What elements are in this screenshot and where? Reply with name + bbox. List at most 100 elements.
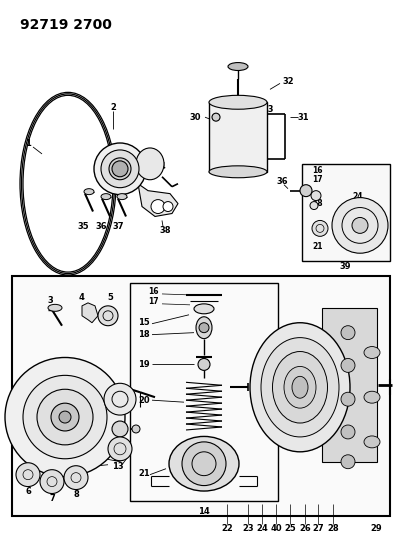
Text: 22: 22 (221, 524, 232, 533)
Text: 34: 34 (154, 163, 165, 171)
Ellipse shape (94, 143, 146, 195)
Bar (301, 164, 389, 261)
Text: 21: 21 (138, 469, 150, 478)
Ellipse shape (209, 95, 266, 109)
Text: 17: 17 (148, 297, 158, 306)
Text: 14: 14 (198, 507, 209, 516)
Text: 17: 17 (311, 175, 322, 184)
Text: 31: 31 (296, 112, 308, 122)
Text: 33: 33 (261, 104, 273, 114)
Circle shape (310, 191, 320, 200)
Ellipse shape (211, 113, 219, 121)
Text: 19: 19 (138, 360, 149, 369)
Circle shape (351, 217, 367, 233)
Text: 26: 26 (346, 242, 356, 251)
Ellipse shape (363, 391, 379, 403)
Text: 16: 16 (311, 166, 322, 175)
Text: 29: 29 (369, 524, 381, 533)
Ellipse shape (117, 193, 127, 199)
Circle shape (340, 455, 354, 469)
Circle shape (331, 198, 387, 253)
Circle shape (299, 185, 311, 197)
Circle shape (311, 221, 327, 236)
Text: 20: 20 (138, 395, 149, 405)
Ellipse shape (363, 436, 379, 448)
Text: 9: 9 (62, 466, 68, 475)
Circle shape (340, 359, 354, 373)
Text: 6: 6 (25, 487, 31, 496)
Text: 27: 27 (312, 524, 323, 533)
Circle shape (340, 326, 354, 340)
Text: 5: 5 (107, 293, 113, 302)
Ellipse shape (194, 304, 213, 314)
Text: 36: 36 (95, 222, 107, 231)
Bar (12, 276, 389, 516)
Text: 24: 24 (352, 192, 363, 201)
Circle shape (340, 425, 354, 439)
Ellipse shape (84, 189, 94, 195)
Ellipse shape (196, 317, 211, 338)
Ellipse shape (168, 437, 239, 491)
Text: 40: 40 (269, 524, 281, 533)
Text: 18: 18 (311, 199, 322, 208)
Circle shape (59, 411, 71, 423)
Ellipse shape (48, 304, 62, 311)
Ellipse shape (101, 193, 111, 199)
Polygon shape (82, 303, 98, 322)
Circle shape (151, 199, 164, 214)
Circle shape (112, 421, 128, 437)
Text: 35: 35 (77, 222, 89, 231)
Text: 92719 2700: 92719 2700 (20, 18, 111, 32)
Text: 1: 1 (25, 140, 31, 149)
Text: 26: 26 (298, 524, 310, 533)
Circle shape (198, 359, 209, 370)
Circle shape (37, 389, 93, 445)
Text: 2: 2 (110, 103, 115, 112)
Text: 4: 4 (79, 293, 85, 302)
Text: 3: 3 (47, 296, 53, 305)
Text: 10: 10 (94, 453, 105, 461)
Text: 38: 38 (159, 226, 170, 235)
Circle shape (64, 466, 88, 489)
Text: 18: 18 (138, 330, 149, 339)
Text: 11: 11 (94, 424, 105, 433)
Polygon shape (138, 184, 178, 216)
Text: 13: 13 (112, 462, 124, 471)
Circle shape (112, 161, 128, 177)
Ellipse shape (101, 150, 139, 188)
Circle shape (5, 358, 125, 477)
Ellipse shape (283, 366, 315, 408)
Ellipse shape (136, 148, 164, 180)
Text: 7: 7 (49, 494, 55, 503)
Text: 16: 16 (148, 287, 158, 296)
Ellipse shape (227, 62, 247, 70)
Circle shape (309, 201, 317, 209)
Bar (209, 102, 266, 172)
Text: 28: 28 (326, 524, 338, 533)
Ellipse shape (209, 166, 266, 177)
Circle shape (16, 463, 40, 487)
Circle shape (23, 375, 107, 459)
Text: 36: 36 (275, 177, 287, 186)
Ellipse shape (249, 322, 349, 452)
Bar (130, 283, 277, 502)
Bar (321, 308, 376, 462)
Circle shape (340, 392, 354, 406)
Text: 23: 23 (241, 524, 253, 533)
Ellipse shape (291, 376, 307, 398)
Ellipse shape (260, 337, 338, 437)
Text: 21: 21 (311, 242, 322, 251)
Circle shape (162, 201, 172, 212)
Text: 8: 8 (73, 490, 79, 499)
Text: 15: 15 (138, 318, 150, 327)
Text: 12: 12 (112, 454, 124, 463)
Circle shape (108, 437, 132, 461)
Text: 32: 32 (282, 77, 293, 86)
Text: 37: 37 (112, 222, 124, 231)
Circle shape (51, 403, 79, 431)
Ellipse shape (363, 346, 379, 359)
Circle shape (104, 383, 136, 415)
Ellipse shape (272, 352, 327, 423)
Text: 39: 39 (338, 262, 350, 271)
Text: 24: 24 (255, 524, 267, 533)
